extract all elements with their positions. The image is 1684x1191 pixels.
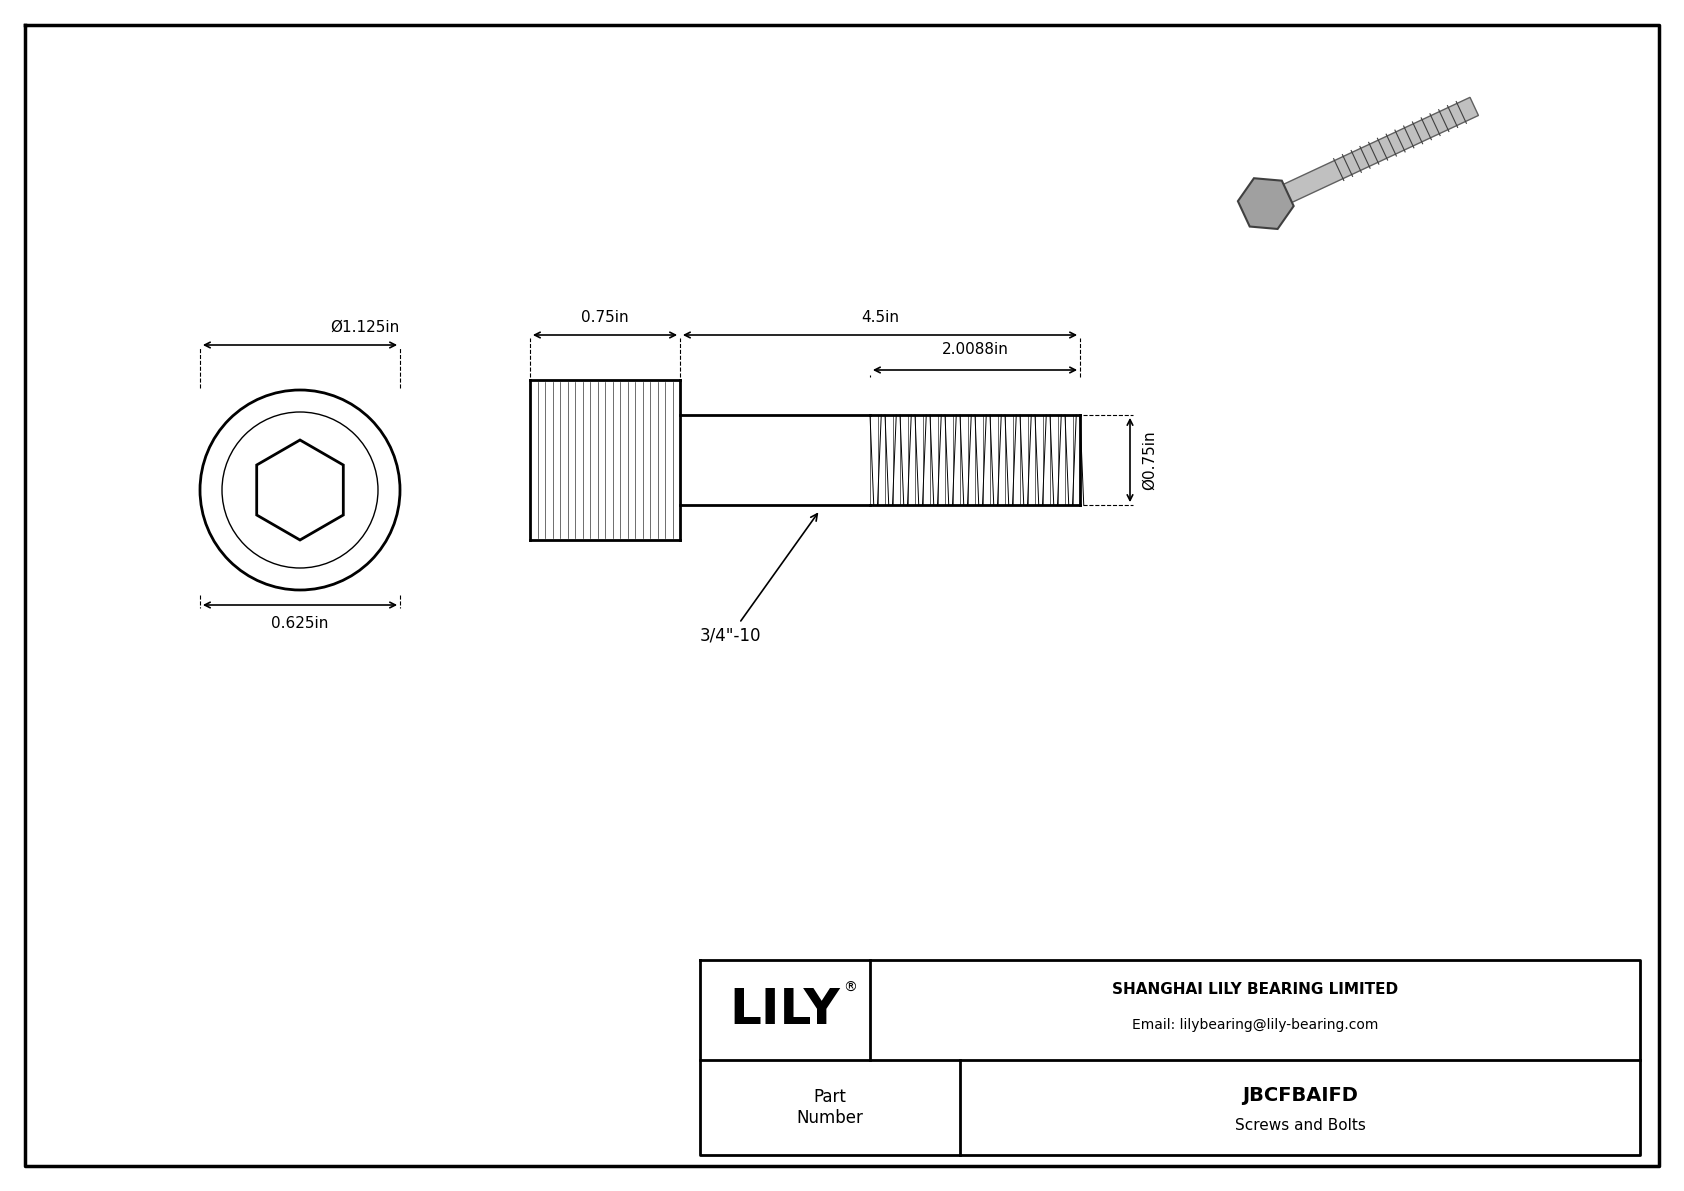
Text: Part
Number: Part Number: [797, 1089, 864, 1127]
Text: 0.75in: 0.75in: [581, 310, 628, 324]
Text: 0.625in: 0.625in: [271, 616, 328, 630]
Text: Ø0.75in: Ø0.75in: [1142, 430, 1157, 490]
Text: SHANGHAI LILY BEARING LIMITED: SHANGHAI LILY BEARING LIMITED: [1111, 983, 1398, 998]
Polygon shape: [1261, 98, 1479, 213]
Polygon shape: [1238, 179, 1293, 229]
Text: JBCFBAIFD: JBCFBAIFD: [1243, 1086, 1357, 1105]
Text: Screws and Bolts: Screws and Bolts: [1234, 1118, 1366, 1133]
Text: LILY: LILY: [729, 986, 840, 1034]
Text: Ø1.125in: Ø1.125in: [330, 319, 399, 335]
Text: 2.0088in: 2.0088in: [941, 343, 1009, 357]
Text: Email: lilybearing@lily-bearing.com: Email: lilybearing@lily-bearing.com: [1132, 1018, 1378, 1031]
Text: ®: ®: [844, 981, 857, 994]
Text: 4.5in: 4.5in: [861, 310, 899, 324]
Text: 3/4"-10: 3/4"-10: [701, 513, 817, 644]
